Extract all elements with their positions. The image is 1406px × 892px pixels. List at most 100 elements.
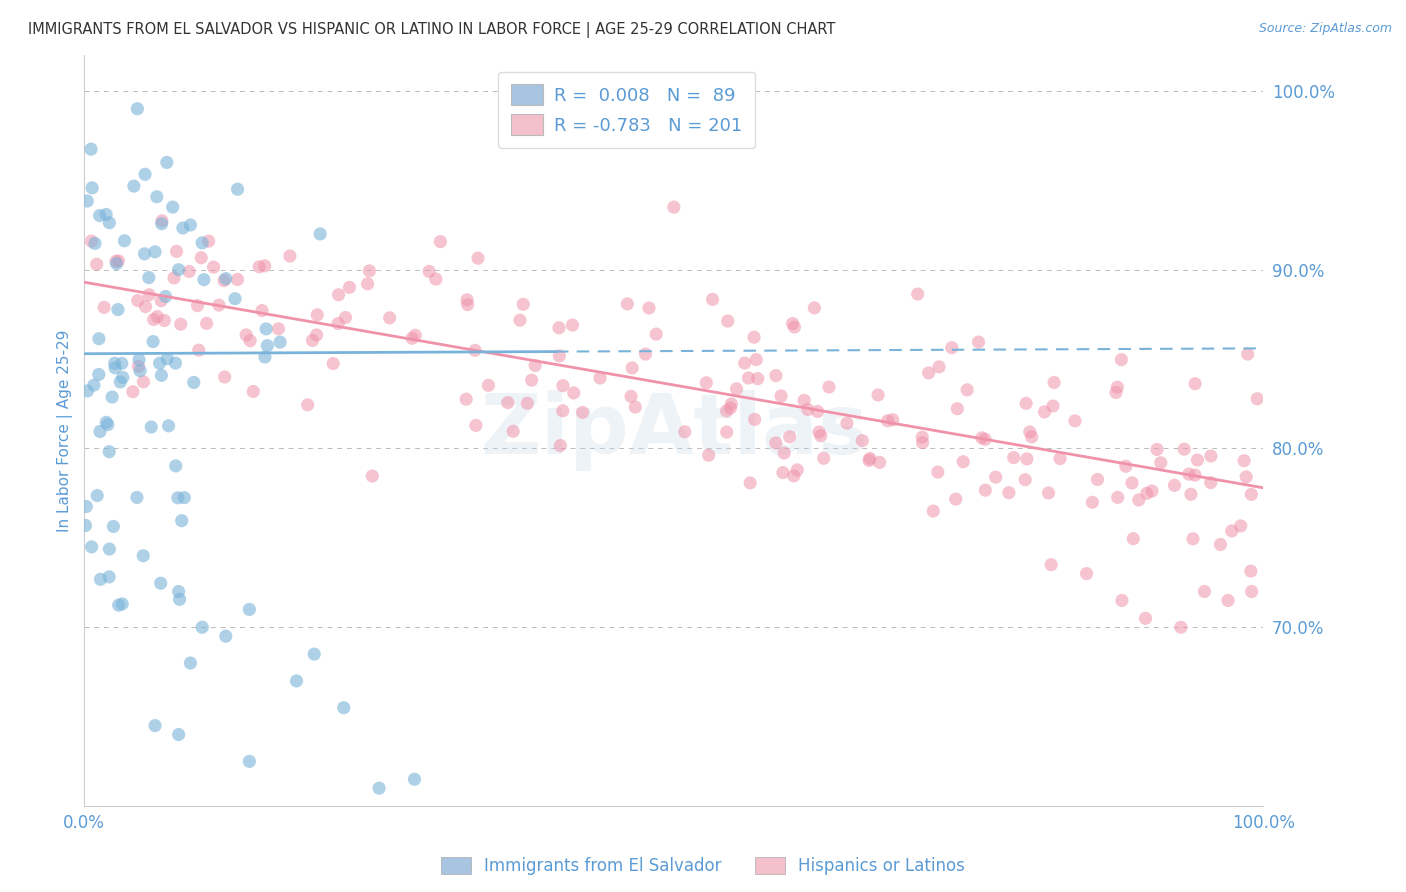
Point — [150, 293, 173, 308]
Point — [974, 483, 997, 498]
Point — [1002, 450, 1025, 465]
Point — [75, 500, 97, 514]
Point — [813, 451, 835, 466]
Point — [322, 357, 344, 371]
Point — [156, 155, 179, 169]
Point — [132, 375, 155, 389]
Point — [239, 334, 262, 348]
Point — [616, 297, 638, 311]
Point — [76, 384, 98, 398]
Point — [516, 396, 538, 410]
Point — [945, 492, 967, 507]
Point — [1199, 475, 1222, 490]
Point — [328, 317, 350, 331]
Point — [132, 549, 155, 563]
Point — [143, 244, 166, 259]
Point — [97, 417, 120, 432]
Point — [307, 308, 329, 322]
Point — [502, 425, 524, 439]
Point — [328, 287, 350, 301]
Point — [695, 376, 717, 390]
Point — [967, 334, 990, 349]
Point — [146, 190, 169, 204]
Point — [89, 425, 111, 439]
Point — [332, 700, 354, 714]
Point — [783, 469, 806, 483]
Point — [122, 179, 145, 194]
Point — [82, 181, 104, 195]
Point — [157, 418, 180, 433]
Point — [571, 405, 593, 419]
Point — [718, 401, 741, 416]
Point — [1014, 473, 1036, 487]
Point — [922, 504, 945, 518]
Point — [89, 572, 111, 586]
Point — [734, 356, 756, 370]
Point — [87, 368, 110, 382]
Point — [520, 373, 543, 387]
Point — [464, 343, 486, 358]
Point — [111, 370, 134, 384]
Point — [250, 303, 273, 318]
Point — [882, 413, 904, 427]
Point — [464, 418, 486, 433]
Point — [1018, 425, 1040, 439]
Point — [1140, 483, 1163, 498]
Point — [765, 436, 787, 450]
Point — [134, 167, 156, 181]
Point — [1087, 473, 1109, 487]
Point — [770, 389, 793, 403]
Point — [1216, 593, 1239, 607]
Point — [773, 446, 796, 460]
Point — [1040, 558, 1063, 572]
Point — [96, 415, 118, 429]
Point — [1021, 430, 1043, 444]
Point — [742, 330, 765, 344]
Point — [1234, 470, 1257, 484]
Point — [1209, 537, 1232, 551]
Point — [928, 359, 950, 374]
Point — [467, 251, 489, 265]
Point — [1180, 487, 1202, 501]
Point — [876, 414, 898, 428]
Point — [1107, 380, 1129, 394]
Point — [1240, 564, 1263, 578]
Point — [716, 425, 738, 439]
Point — [551, 378, 574, 392]
Point — [1015, 396, 1038, 410]
Point — [404, 328, 426, 343]
Point — [998, 485, 1021, 500]
Point — [297, 398, 319, 412]
Point — [169, 592, 191, 607]
Text: ZipAtlas: ZipAtlas — [479, 390, 868, 471]
Point — [359, 264, 381, 278]
Point — [153, 313, 176, 327]
Point — [561, 318, 583, 332]
Point — [215, 629, 238, 643]
Point — [496, 395, 519, 409]
Point — [858, 453, 880, 467]
Point — [191, 235, 214, 250]
Point — [111, 597, 134, 611]
Point — [456, 392, 478, 406]
Point — [662, 200, 685, 214]
Point — [165, 356, 187, 370]
Point — [256, 339, 278, 353]
Point — [673, 425, 696, 439]
Point — [167, 491, 190, 505]
Point — [165, 458, 187, 473]
Point — [195, 317, 218, 331]
Point — [1043, 376, 1066, 390]
Point — [278, 249, 301, 263]
Point — [1105, 385, 1128, 400]
Point — [202, 260, 225, 274]
Point — [368, 781, 391, 796]
Point — [1236, 347, 1258, 361]
Point — [226, 182, 249, 196]
Point — [702, 293, 724, 307]
Point — [301, 334, 323, 348]
Point — [105, 256, 128, 270]
Point — [1064, 414, 1087, 428]
Point — [163, 271, 186, 285]
Point — [620, 389, 643, 403]
